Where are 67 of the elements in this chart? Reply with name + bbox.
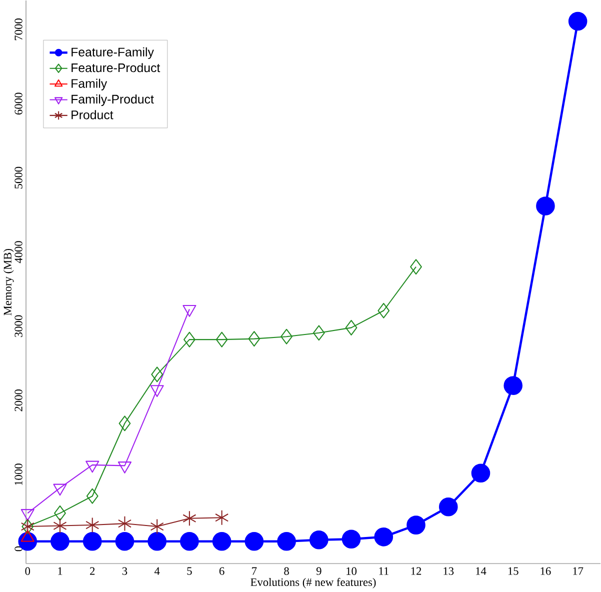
x-tick-label: 14 xyxy=(476,567,486,575)
point xyxy=(471,464,490,483)
y-tick-label: 5000 xyxy=(14,167,22,189)
point xyxy=(312,325,325,341)
x-tick-label: 1 xyxy=(58,567,62,575)
point xyxy=(345,320,358,336)
point xyxy=(180,532,199,551)
legend-label: Product xyxy=(72,110,114,120)
point xyxy=(115,532,134,551)
x-tick-label: 16 xyxy=(540,567,551,576)
point xyxy=(150,518,164,534)
y-tick-label: 2000 xyxy=(14,390,22,412)
point xyxy=(86,517,100,533)
y-tick-label: 1000 xyxy=(14,464,22,486)
x-tick-label: 8 xyxy=(284,567,289,576)
point xyxy=(215,510,229,526)
x-tick-label: 5 xyxy=(187,567,192,575)
y-tick-label: 6000 xyxy=(14,92,22,115)
x-tick-label: 17 xyxy=(573,567,584,575)
x-tick-label: 13 xyxy=(444,567,454,576)
y-tick-label: 3000 xyxy=(14,315,22,338)
point xyxy=(244,532,264,551)
x-tick-label: 4 xyxy=(154,567,160,575)
point xyxy=(82,532,102,551)
point xyxy=(536,196,555,216)
x-axis-title: Evolutions (# new features) xyxy=(250,578,376,588)
legend-label: Feature-Family xyxy=(72,47,154,60)
x-tick-label: 15 xyxy=(508,567,518,575)
point xyxy=(86,488,98,504)
point xyxy=(410,259,422,275)
point xyxy=(277,532,296,551)
x-tick-label: 6 xyxy=(219,567,224,576)
point xyxy=(438,498,458,516)
x-tick-label: 11 xyxy=(379,567,388,575)
legend-label: Family-Product xyxy=(72,94,154,106)
x-tick-label: 2 xyxy=(90,567,95,575)
x-tick-label: 9 xyxy=(316,567,322,576)
point xyxy=(53,518,67,534)
x-tick-label: 12 xyxy=(411,567,422,575)
point xyxy=(374,528,394,546)
x-tick-label: 7 xyxy=(252,567,257,575)
point xyxy=(212,532,232,551)
point xyxy=(568,12,588,31)
legend-label: Feature-Product xyxy=(72,63,160,72)
point xyxy=(118,516,132,532)
point xyxy=(310,530,328,550)
x-tick-label: 10 xyxy=(346,567,357,576)
point xyxy=(50,532,70,551)
point xyxy=(148,532,166,551)
point xyxy=(182,510,196,526)
point xyxy=(216,332,228,348)
point xyxy=(248,331,260,347)
x-tick-label: 3 xyxy=(122,567,128,576)
point xyxy=(378,302,390,318)
point xyxy=(151,366,164,382)
x-tick-label: 0 xyxy=(25,567,30,576)
y-tick-label: 4000 xyxy=(14,241,22,264)
point xyxy=(406,516,426,535)
y-tick-label: 7000 xyxy=(14,18,22,40)
point xyxy=(118,416,131,432)
point xyxy=(280,328,292,344)
point xyxy=(184,332,196,348)
point xyxy=(54,506,66,522)
y-axis-title: Memory (MB) xyxy=(3,249,14,316)
legend-label: Family xyxy=(72,78,108,90)
point xyxy=(342,530,361,549)
point xyxy=(504,376,522,396)
